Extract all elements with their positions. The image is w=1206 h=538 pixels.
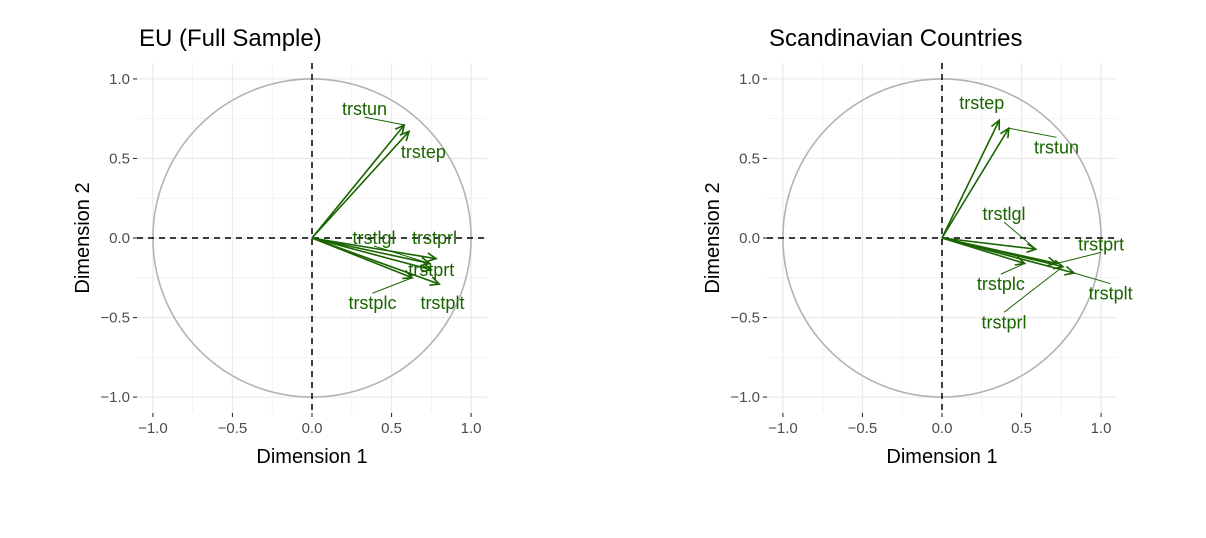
variable-label-trstlgl: trstlgl [983,204,1026,224]
chart-title: EU (Full Sample) [139,25,322,52]
x-tick-label: −1.0 [138,420,168,437]
label-leader-trstprt [1056,251,1102,264]
variable-label-trstplc: trstplc [977,274,1025,294]
y-tick-label: −0.5 [730,310,760,327]
variable-label-trstun: trstun [342,99,387,119]
y-tick-label: 0.0 [109,230,130,247]
variable-label-trstlgl: trstlgl [353,228,396,248]
label-leader-trstun [364,116,405,126]
label-leader-trstplc [372,277,413,294]
x-tick-label: −0.5 [848,420,878,437]
y-tick-label: 0.5 [739,150,760,167]
variable-label-trstprl: trstprl [982,312,1027,332]
label-leader-trstun [1008,127,1057,138]
arrow-trstprl [311,237,438,263]
variable-label-trstep: trstep [959,93,1004,113]
y-tick-label: 1.0 [739,71,760,88]
variable-label-trstplc: trstplc [348,293,396,313]
y-tick-label: 0.0 [739,230,760,247]
variable-label-trstprt: trstprt [408,260,454,280]
arrow-trstep [311,130,411,239]
label-leader-trstplt [1073,272,1111,285]
x-tick-label: 1.0 [461,420,482,437]
chart-title: Scandinavian Countries [769,25,1023,52]
label-leader-trstplc [1000,262,1025,275]
y-tick-label: −1.0 [100,389,130,406]
y-axis-title: Dimension 2 [72,182,94,293]
x-axis-title: Dimension 1 [256,446,367,468]
y-tick-label: −0.5 [100,310,130,327]
x-tick-label: 0.5 [1011,420,1032,437]
variable-label-trstplt: trstplt [1089,284,1133,304]
label-leader-trstprl [1003,266,1064,313]
y-tick-label: −1.0 [730,389,760,406]
x-axis-title: Dimension 1 [886,446,997,468]
variable-label-trstplt: trstplt [420,293,464,313]
variable-label-trstprl: trstprl [412,228,457,248]
label-leader-trstlgl [1003,221,1037,250]
y-tick-label: 1.0 [109,71,130,88]
variable-label-trstep: trstep [401,142,446,162]
panel-2: −1.0 −0.5 0.0 0.5 1.0 −1.0 −0.5 0.0 0.5 1.0 trstep… [702,25,1133,468]
arrow-trstep [941,118,1001,239]
y-axis-title: Dimension 2 [702,182,724,293]
arrow-trstprt [311,237,434,273]
variable-label-trstprt: trstprt [1078,234,1124,254]
y-tick-label: 0.5 [109,150,130,167]
variable-label-trstun: trstun [1034,137,1079,157]
panel-1: −1.0 −0.5 0.0 0.5 1.0 −1.0 −0.5 0.0 0.5 1.0 trstun… [72,25,487,468]
x-tick-label: 1.0 [1091,420,1112,437]
x-tick-label: 0.0 [302,420,323,437]
arrow-trstplt [311,237,442,286]
x-tick-label: 0.0 [932,420,953,437]
x-tick-label: −1.0 [768,420,798,437]
x-tick-label: 0.5 [381,420,402,437]
label-leader-trstlgl [373,245,430,264]
x-tick-label: −0.5 [218,420,248,437]
